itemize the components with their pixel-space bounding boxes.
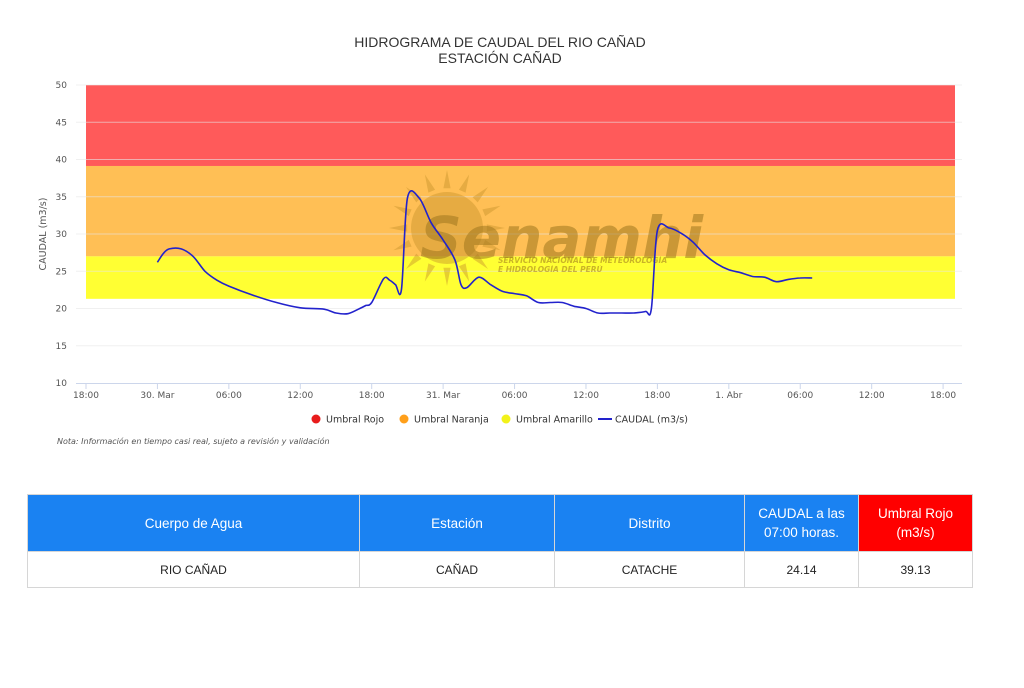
table-header-row: Cuerpo de Agua Estación Distrito CAUDAL … xyxy=(27,494,973,552)
sun-ray xyxy=(424,263,436,282)
legend-marker xyxy=(311,414,321,424)
sun-ray xyxy=(443,267,451,286)
chart-note: Nota: Información en tiempo casi real, s… xyxy=(57,436,330,446)
band-umbral-naranja xyxy=(86,165,955,257)
sun-ray xyxy=(472,187,488,203)
sun-ray xyxy=(406,253,422,269)
header-distrito: Distrito xyxy=(554,494,745,552)
watermark-tagline-1: SERVICIO NACIONAL DE METEOROLOGÍA xyxy=(498,256,667,265)
legend-label: CAUDAL (m3/s) xyxy=(615,415,688,426)
sun-ray xyxy=(393,205,412,217)
x-tick-label: 12:00 xyxy=(287,391,313,401)
hydrograph-chart: HIDROGRAMA DE CAUDAL DEL RIO CAÑAD ESTAC… xyxy=(38,34,962,446)
x-tick-label: 06:00 xyxy=(502,391,528,401)
x-tick-label: 06:00 xyxy=(787,391,813,401)
legend-label: Umbral Naranja xyxy=(414,415,489,426)
x-tick-label: 31. Mar xyxy=(426,391,460,401)
x-tick-label: 18:00 xyxy=(73,391,99,401)
sun-ray xyxy=(424,174,436,193)
watermark-tagline-2: E HIDROLOGÍA DEL PERÚ xyxy=(498,265,603,274)
sun-ray xyxy=(389,224,408,232)
y-tick-label: 40 xyxy=(56,156,68,166)
sun-ray xyxy=(482,239,501,251)
chart-subtitle: ESTACIÓN CAÑAD xyxy=(438,50,561,66)
legend-marker xyxy=(501,414,511,424)
y-axis-title: CAUDAL (m3/s) xyxy=(38,198,49,271)
band-umbral-rojo xyxy=(86,85,955,166)
chart-title: HIDROGRAMA DE CAUDAL DEL RIO CAÑAD xyxy=(354,34,645,50)
x-tick-label: 18:00 xyxy=(644,391,670,401)
sun-ray xyxy=(393,239,412,251)
grid-lines xyxy=(76,84,962,347)
cell-cuerpo-de-agua: RIO CAÑAD xyxy=(27,551,360,588)
cell-distrito: CATACHE xyxy=(554,551,745,588)
x-tick-label: 18:00 xyxy=(359,391,385,401)
y-tick-label: 25 xyxy=(56,267,67,277)
cell-caudal: 24.14 xyxy=(744,551,859,588)
cell-umbral-rojo: 39.13 xyxy=(858,551,973,588)
x-tick-label: 1. Abr xyxy=(715,391,742,401)
y-tick-label: 45 xyxy=(56,118,67,128)
y-tick-label: 15 xyxy=(56,342,67,352)
series-caudal xyxy=(156,189,813,316)
x-tick-label: 12:00 xyxy=(859,391,885,401)
y-tick-label: 30 xyxy=(56,230,68,240)
header-umbral-rojo: Umbral Rojo (m3/s) xyxy=(858,494,973,552)
x-tick-label: 12:00 xyxy=(573,391,599,401)
station-data-table: Cuerpo de Agua Estación Distrito CAUDAL … xyxy=(27,494,973,588)
chart-legend: Umbral Rojo Umbral Naranja Umbral Amarillo… xyxy=(311,414,688,426)
legend-marker xyxy=(399,414,409,424)
series-line-caudal xyxy=(156,189,813,316)
sun-ray xyxy=(472,253,488,269)
x-tick-label: 30. Mar xyxy=(140,391,174,401)
table-row: RIO CAÑAD CAÑAD CATACHE 24.14 39.13 xyxy=(27,551,973,588)
y-tick-label: 50 xyxy=(56,81,68,91)
sun-ray xyxy=(443,170,451,189)
y-tick-label: 10 xyxy=(56,379,68,389)
header-estacion: Estación xyxy=(359,494,555,552)
x-tick-label: 06:00 xyxy=(216,391,242,401)
x-tick-label: 18:00 xyxy=(930,391,956,401)
sun-ray xyxy=(482,205,501,217)
sun-ray xyxy=(458,174,470,193)
legend-label: Umbral Rojo xyxy=(326,415,384,426)
header-caudal: CAUDAL a las 07:00 horas. xyxy=(744,494,859,552)
y-tick-label: 35 xyxy=(56,193,67,203)
cell-estacion: CAÑAD xyxy=(359,551,555,588)
header-cuerpo-de-agua: Cuerpo de Agua xyxy=(27,494,360,552)
sun-ray xyxy=(486,224,505,232)
x-axis-ticks: 18:00 30. Mar 06:00 12:00 18:00 31. Mar 06:00 1… xyxy=(73,383,956,401)
y-tick-label: 20 xyxy=(56,305,68,315)
legend-label: Umbral Amarillo xyxy=(516,415,593,426)
sun-icon xyxy=(389,170,505,286)
sun-ray xyxy=(458,263,470,282)
y-axis-ticks: 10 15 20 25 30 35 40 45 50 xyxy=(56,81,68,389)
